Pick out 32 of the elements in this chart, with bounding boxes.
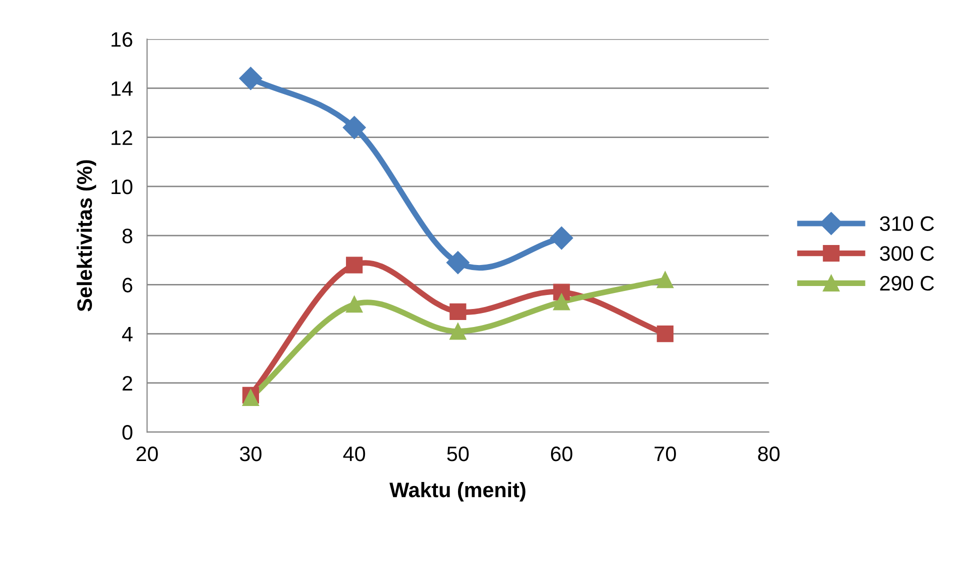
point [656,325,674,342]
y-tick-label: 14 [112,81,133,96]
point [346,296,363,313]
y-tick-label: 12 [112,130,132,145]
point [553,294,570,310]
y-tick-label: 6 [122,278,132,292]
point [656,271,674,288]
x-tick-label: 40 [343,446,366,462]
y-axis-title: Selektivitas (%) [76,160,96,312]
point [550,226,574,250]
y-tick-label: 16 [112,32,132,47]
y-tick-label: 4 [122,327,133,342]
x-tick-label: 50 [447,446,469,462]
y-tick-label: 2 [122,376,132,390]
point [446,251,470,274]
x-tick-label: 70 [654,446,676,462]
legend-label: 300 C [880,246,934,261]
x-axis-title: Waktu (menit) [389,482,526,502]
point [239,66,262,90]
legend-label: 310 C [880,216,934,231]
x-tick-label: 30 [240,446,262,462]
x-tick-label: 80 [758,446,780,462]
y-tick-label: 0 [122,425,132,440]
point [346,256,363,274]
legend-label: 290 C [880,276,934,291]
y-tick-label: 10 [112,179,132,194]
x-tick-label: 20 [136,446,158,462]
point [450,323,466,340]
point [342,116,366,140]
y-tick-label: 8 [122,228,132,244]
x-tick-label: 60 [551,446,572,462]
point [450,303,466,320]
